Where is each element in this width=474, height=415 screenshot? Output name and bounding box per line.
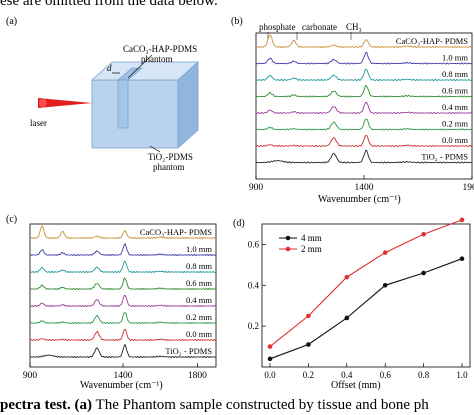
phantom-side-face bbox=[177, 61, 199, 149]
panel-c-series-label: CaCO₃-HAP- PDMS bbox=[140, 227, 212, 237]
panel-d-legend-label: 4 mm bbox=[301, 233, 322, 243]
phantom-front-face bbox=[91, 79, 179, 149]
panel-b-trace bbox=[255, 68, 473, 82]
panel-b-xtick-label: 1900 bbox=[463, 183, 474, 193]
panel-d-xtick-label: 0.8 bbox=[418, 370, 430, 380]
panel-c-series-label: 1.0 mm bbox=[186, 244, 212, 254]
panel-b-trace bbox=[255, 134, 473, 148]
panel-b-xtick-label: 1400 bbox=[355, 183, 374, 193]
panel-c-xlabel: Wavenumber (cm⁻¹) bbox=[80, 380, 163, 391]
panel-b-series-label: 0.6 mm bbox=[442, 86, 468, 96]
panel-d-data-point bbox=[344, 315, 350, 321]
tio2-leader bbox=[149, 145, 161, 153]
panel-b-series-label: 0.4 mm bbox=[442, 102, 468, 112]
panel-c-series-label: 0.2 mm bbox=[186, 312, 212, 322]
panel-b: (b) phosphate carbonate CH₃ CaCO₃-HAP- P… bbox=[231, 16, 474, 205]
panel-d-xlabel: Offset (mm) bbox=[331, 380, 381, 391]
panel-c-series-label: 0.8 mm bbox=[186, 261, 212, 271]
panel-d-data-point bbox=[459, 256, 465, 262]
panel-b-series-label: 0.0 mm bbox=[442, 135, 468, 145]
panel-d-series-line bbox=[269, 219, 463, 348]
bone-block bbox=[117, 79, 129, 129]
panel-b-series-label: 1.0 mm bbox=[442, 53, 468, 63]
panel-b-xtick-label: 900 bbox=[249, 183, 264, 193]
panel-c-label: (c) bbox=[6, 214, 17, 225]
d-label: d bbox=[107, 63, 112, 73]
panel-d-legend-marker bbox=[285, 235, 291, 241]
panel-c-series-label: 0.4 mm bbox=[186, 295, 212, 305]
panel-c-xtick-label: 1800 bbox=[188, 371, 207, 381]
panel-b-label: (b) bbox=[231, 16, 243, 27]
panel-c-series-label: 0.0 mm bbox=[186, 329, 212, 339]
panel-a: (a) d laser CaCO₃-HAP-PDMS phantom TiO₂-… bbox=[6, 16, 200, 172]
annotation-carbonate: carbonate bbox=[302, 22, 337, 32]
panel-b-trace bbox=[255, 102, 473, 115]
annotation-ch3: CH₃ bbox=[346, 22, 362, 32]
panel-d-data-point bbox=[382, 282, 388, 288]
panel-c-trace bbox=[29, 243, 217, 257]
panel-d-data-point bbox=[459, 217, 465, 223]
panel-c-series-label: TiO₂ - PDMS bbox=[165, 346, 212, 356]
panel-d-data-point bbox=[306, 342, 311, 347]
caco3-leader bbox=[127, 54, 153, 79]
panel-d-ytick-label: 0.4 bbox=[248, 280, 260, 290]
caption-bold: pectra test. (a) bbox=[0, 397, 93, 413]
panel-c-xtick-label: 900 bbox=[23, 371, 38, 381]
panel-b-series-label: 0.8 mm bbox=[442, 69, 468, 79]
panel-d-data-point bbox=[267, 344, 273, 349]
panel-b-series-label: 0.2 mm bbox=[442, 119, 468, 129]
panel-d-data-point bbox=[382, 250, 388, 255]
panel-d-series-line bbox=[269, 258, 463, 360]
panel-d-xtick-label: 0.0 bbox=[264, 370, 276, 380]
tio2-phantom-sub: phantom bbox=[153, 162, 185, 172]
panel-c-trace bbox=[29, 260, 217, 274]
panel-b-trace bbox=[255, 51, 473, 65]
caption-fragment: pectra test. (a) The Phantom sample cons… bbox=[0, 397, 429, 414]
header-text-fragment: ese are omitted from the data below. bbox=[0, 0, 218, 9]
laser-spot bbox=[39, 99, 47, 107]
tio2-phantom-label: TiO₂-PDMS bbox=[148, 152, 193, 162]
panel-b-trace bbox=[255, 118, 473, 131]
panel-d-data-point bbox=[306, 313, 311, 319]
caco3-phantom-sub: phantom bbox=[141, 54, 173, 64]
panel-c-trace bbox=[29, 295, 217, 308]
panel-d-ytick-label: 0.2 bbox=[248, 321, 259, 331]
panel-d-legend-marker bbox=[285, 246, 291, 252]
panel-d-data-point bbox=[267, 356, 273, 362]
panel-c-xtick-label: 1400 bbox=[114, 371, 133, 381]
panel-a-label: (a) bbox=[6, 16, 17, 27]
annotation-phosphate: phosphate bbox=[259, 22, 296, 32]
panel-b-trace bbox=[255, 34, 473, 49]
panel-d: (d) 0.0 0.2 0.4 0.6 0.8 1.0 0.2 0.4 0.6 4 mm2 mm… bbox=[233, 217, 471, 391]
panel-c-series-label: 0.6 mm bbox=[186, 278, 212, 288]
panel-d-frame bbox=[261, 223, 471, 368]
panel-c-trace bbox=[29, 328, 217, 342]
caco3-phantom-label: CaCO₃-HAP-PDMS bbox=[123, 44, 197, 54]
panel-b-series-label: TiO₂ - PDMS bbox=[421, 152, 468, 162]
panel-d-data-point bbox=[344, 274, 350, 280]
panel-d-legend-label: 2 mm bbox=[301, 244, 322, 254]
panel-b-xlabel: Wavenumber (cm⁻¹) bbox=[318, 194, 401, 205]
panel-d-xtick-label: 0.4 bbox=[341, 370, 353, 380]
panel-c-trace bbox=[29, 312, 217, 325]
laser-label: laser bbox=[30, 118, 47, 128]
panel-c-trace bbox=[29, 225, 217, 240]
panel-d-ytick-label: 0.6 bbox=[248, 239, 260, 249]
panel-b-trace bbox=[255, 84, 473, 98]
panel-d-xtick-label: 0.6 bbox=[380, 370, 392, 380]
caption-rest: The Phantom sample constructed by tissue… bbox=[92, 397, 429, 413]
panel-d-xtick-label: 0.2 bbox=[303, 370, 314, 380]
panel-d-label: (d) bbox=[233, 218, 245, 229]
panel-c: (c) CaCO₃-HAP- PDMS 1.0 mm 0.8 mm 0.6 mm 0.4… bbox=[6, 214, 217, 391]
panel-d-data-point bbox=[421, 270, 426, 276]
panel-b-trace bbox=[255, 149, 472, 164]
panel-c-trace bbox=[29, 277, 217, 291]
panel-c-trace bbox=[29, 344, 216, 359]
panel-b-series-label: CaCO₃-HAP- PDMS bbox=[396, 36, 468, 46]
laser-beam bbox=[38, 98, 92, 108]
panel-d-xtick-label: 1.0 bbox=[456, 370, 468, 380]
panel-d-data-point bbox=[421, 231, 426, 237]
